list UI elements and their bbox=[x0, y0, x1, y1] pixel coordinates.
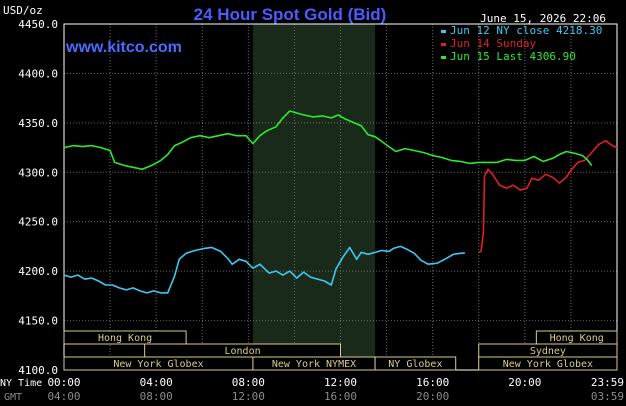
x-tick-label-gmt: 04:00 bbox=[47, 390, 80, 403]
legend-label: Jun 15 Last 4306.90 bbox=[450, 50, 576, 63]
x-tick-label-ny: 23:59 bbox=[591, 376, 624, 389]
timestamp: June 15, 2026 22:06 bbox=[480, 12, 606, 25]
session-bar bbox=[478, 356, 618, 371]
x-tick-label-gmt: 03:59 bbox=[591, 390, 624, 403]
x-tick-label-gmt: 12:00 bbox=[232, 390, 265, 403]
x-tick-label-gmt: 16:00 bbox=[324, 390, 357, 403]
series-line bbox=[63, 110, 593, 171]
x-row-label-ny: NY Time bbox=[0, 378, 42, 389]
x-tick-label-ny: 12:00 bbox=[324, 376, 357, 389]
legend-swatch bbox=[441, 56, 446, 59]
session-bar bbox=[374, 356, 457, 371]
session-bars: Hong Kong London New York Globex New York N… bbox=[63, 330, 618, 371]
watermark: www.kitco.com bbox=[65, 39, 182, 56]
session-label: New York Globex bbox=[113, 359, 203, 370]
y-tick-labels: 4100.0 4150.0 4200.0 4250.0 4300.0 4350.0 4400… bbox=[18, 18, 58, 377]
legend-label: Jun 14 Sunday bbox=[450, 37, 536, 50]
y-tick-label: 4300.0 bbox=[18, 166, 58, 179]
nymex-session-shade bbox=[252, 24, 376, 370]
x-tick-label-ny: 20:00 bbox=[508, 376, 541, 389]
y-tick-label: 4450.0 bbox=[18, 18, 58, 31]
x-tick-label-gmt: 20:00 bbox=[416, 390, 449, 403]
series-line bbox=[63, 245, 465, 294]
x-tick-label-ny: 16:00 bbox=[416, 376, 449, 389]
x-tick-labels: 00:00 04:00 08:00 12:00 16:00 20:00 23:5904:00… bbox=[47, 376, 624, 403]
chart-title: 24 Hour Spot Gold (Bid) bbox=[194, 5, 387, 24]
y-tick-label: 4400.0 bbox=[18, 67, 58, 80]
x-row-label-gmt: GMT bbox=[4, 392, 22, 403]
x-tick-label-gmt: 08:00 bbox=[140, 390, 173, 403]
session-label: Sydney bbox=[530, 346, 566, 357]
y-tick-label: 4350.0 bbox=[18, 117, 58, 130]
session-label: Hong Kong bbox=[98, 333, 152, 344]
legend-swatch bbox=[441, 43, 446, 46]
x-tick-label-ny: 04:00 bbox=[140, 376, 173, 389]
y-tick-label: 4200.0 bbox=[18, 265, 58, 278]
y-tick-label: 4150.0 bbox=[18, 315, 58, 328]
session-label: New York NYMEX bbox=[272, 359, 356, 370]
session-label: Hong Kong bbox=[550, 333, 604, 344]
series-lines bbox=[63, 110, 618, 294]
x-tick-label-ny: 00:00 bbox=[47, 376, 80, 389]
legend-swatch bbox=[441, 30, 446, 33]
series-line bbox=[478, 139, 618, 254]
x-tick-label-ny: 08:00 bbox=[232, 376, 265, 389]
session-bar bbox=[63, 330, 187, 345]
y-tick-label: 4100.0 bbox=[18, 364, 58, 377]
session-label: New York Globex bbox=[503, 359, 593, 370]
y-axis-label: USD/oz bbox=[3, 4, 43, 17]
legend-label: Jun 12 NY close 4218.30 bbox=[450, 24, 602, 37]
y-tick-label: 4250.0 bbox=[18, 216, 58, 229]
session-label: London bbox=[225, 346, 261, 357]
session-label: NY Globex bbox=[388, 359, 442, 370]
